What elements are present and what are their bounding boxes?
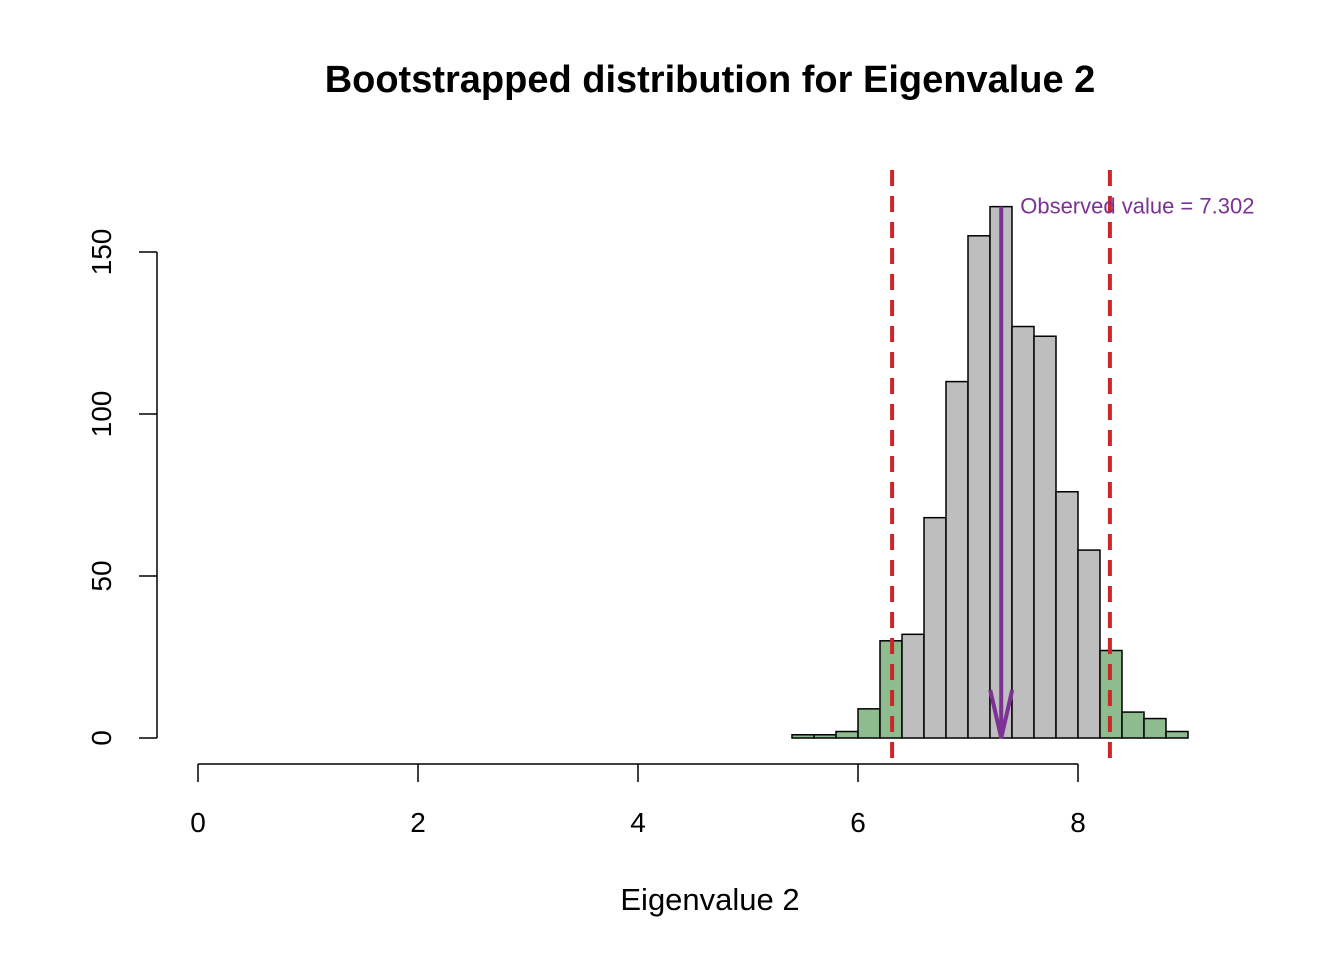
observed-value-marker: Observed value = 7.302 bbox=[988, 194, 1254, 739]
x-tick-label: 2 bbox=[410, 807, 426, 838]
histogram-bar-7 bbox=[945, 380, 969, 739]
histogram-bar-12 bbox=[1055, 491, 1079, 739]
x-tick-label: 6 bbox=[850, 807, 866, 838]
histogram-bar-15 bbox=[1121, 711, 1145, 739]
x-tick-label: 8 bbox=[1070, 807, 1086, 838]
histogram-bar-6 bbox=[923, 516, 947, 739]
histogram-bar-8 bbox=[967, 235, 991, 739]
histogram-bar-17 bbox=[1165, 730, 1189, 739]
histogram-bar-13 bbox=[1077, 549, 1101, 739]
y-tick-label: 0 bbox=[86, 730, 117, 746]
histogram-bar-2 bbox=[835, 730, 859, 739]
histogram-bar-3 bbox=[857, 708, 881, 739]
histogram-bar-16 bbox=[1143, 717, 1167, 739]
observed-value-arrow-head bbox=[988, 689, 1015, 739]
y-axis: 0 50 100 150 bbox=[86, 229, 158, 746]
histogram-bar-10 bbox=[1011, 325, 1035, 739]
x-axis-label: Eigenvalue 2 bbox=[620, 882, 799, 917]
y-tick-label: 150 bbox=[86, 229, 117, 276]
y-tick-label: 50 bbox=[86, 560, 117, 591]
x-axis: 0 2 4 6 8 bbox=[190, 763, 1086, 838]
histogram-bar-1 bbox=[813, 734, 837, 739]
histogram-bar-0 bbox=[791, 734, 815, 739]
observed-value-annotation: Observed value = 7.302 bbox=[1020, 194, 1254, 219]
histogram-bar-11 bbox=[1033, 335, 1057, 739]
histogram-bars bbox=[791, 205, 1189, 739]
chart-title: Bootstrapped distribution for Eigenvalue… bbox=[325, 59, 1096, 101]
x-tick-label: 0 bbox=[190, 807, 206, 838]
x-tick-label: 4 bbox=[630, 807, 646, 838]
confidence-interval-lines bbox=[890, 170, 1112, 764]
histogram-bar-5 bbox=[901, 633, 925, 739]
y-tick-label: 100 bbox=[86, 391, 117, 438]
